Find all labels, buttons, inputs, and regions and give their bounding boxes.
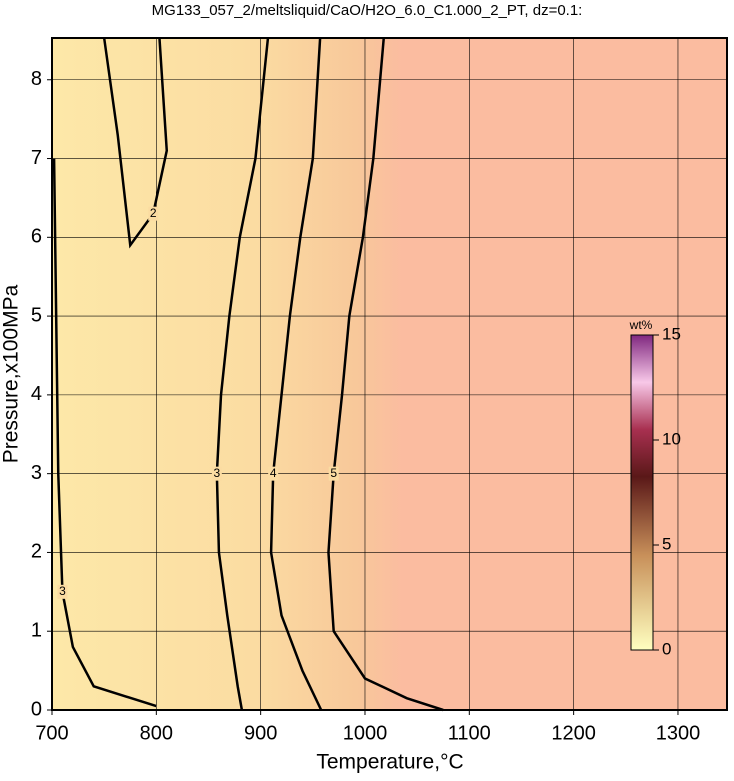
contour-label: 4 [270, 466, 277, 480]
y-tick-label: 4 [31, 383, 42, 405]
y-tick-label: 3 [31, 462, 42, 484]
contour-line [269, 37, 323, 711]
grid [51, 38, 727, 711]
x-tick-label: 800 [140, 722, 173, 744]
y-tick-label: 5 [31, 304, 42, 326]
x-tick-label: 700 [35, 722, 68, 744]
x-tick-label: 1000 [343, 722, 388, 744]
contour-label-bg [328, 466, 339, 481]
contour-label-bg [211, 466, 222, 481]
plot-frame [51, 37, 728, 711]
contours: 2 3 4 5 3 [52, 37, 444, 712]
contour-label-bg [148, 206, 159, 221]
colorbar-label: wt% [629, 318, 653, 332]
colorbar [630, 334, 654, 651]
chart-title: MG133_057_2/meltsliquid/CaO/H2O_6.0_C1.0… [152, 2, 583, 19]
x-axis-label: Temperature,°C [316, 751, 463, 774]
y-tick-label: 2 [31, 541, 42, 563]
x-tick-label: 1200 [551, 722, 596, 744]
y-axis-label: Pressure,x100MPa [0, 284, 23, 463]
contour-line [102, 37, 169, 249]
x-tick-label: 1100 [448, 722, 491, 744]
contour-label: 3 [213, 466, 220, 480]
colorbar-tick-label: 0 [662, 639, 671, 658]
y-tick-label: 7 [31, 147, 42, 169]
colorbar-tick-label: 5 [662, 534, 671, 553]
x-tick-label: 900 [244, 722, 277, 744]
plot-background [52, 38, 727, 710]
contour-label-bg [57, 584, 68, 599]
y-tick-label: 6 [31, 226, 42, 248]
y-tick-label: 8 [31, 68, 42, 90]
contour-label: 2 [150, 206, 157, 220]
contour-line [215, 37, 270, 711]
colorbar-tick-label: 15 [662, 324, 681, 343]
contour-label: 5 [330, 466, 337, 480]
contour-label-bg [268, 466, 279, 481]
y-tick-label: 0 [31, 698, 42, 720]
x-tick-label: 1300 [656, 722, 701, 744]
colorbar-tick-label: 10 [662, 429, 681, 448]
contour-label: 3 [59, 584, 66, 598]
y-tick-label: 1 [31, 620, 42, 642]
